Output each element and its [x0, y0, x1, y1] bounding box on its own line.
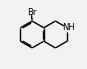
- Text: Br: Br: [27, 8, 36, 17]
- Text: NH: NH: [62, 23, 74, 32]
